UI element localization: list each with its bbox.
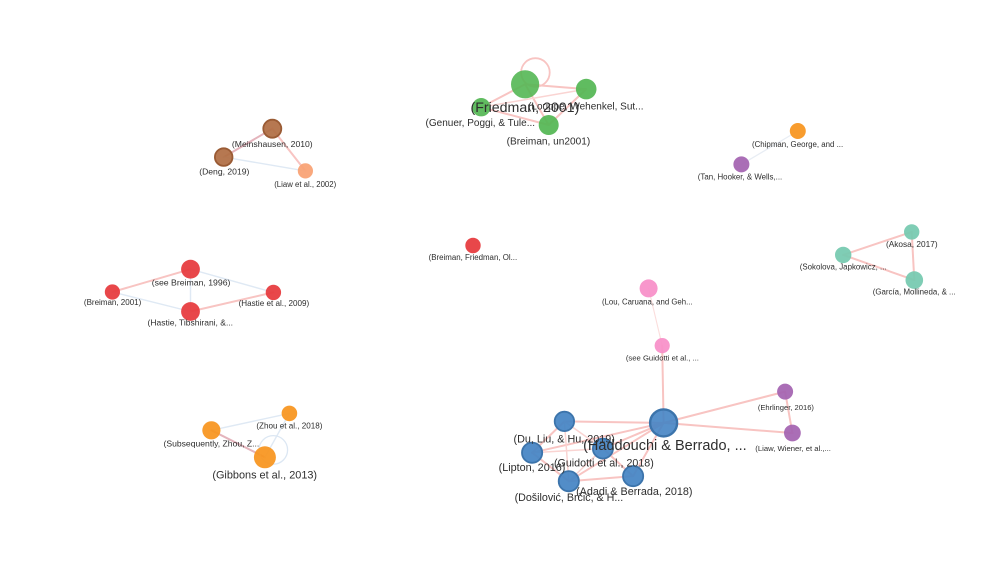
svg-text:(Breiman, un2001): (Breiman, un2001) bbox=[507, 136, 591, 147]
svg-text:(Došilović, Brčić, & H...: (Došilović, Brčić, & H... bbox=[515, 492, 624, 504]
svg-text:(García, Mollineda, & ...: (García, Mollineda, & ... bbox=[873, 288, 956, 297]
svg-text:(Du, Liu, & Hu, 2019): (Du, Liu, & Hu, 2019) bbox=[513, 434, 614, 446]
svg-text:(see Guidotti et al., ...: (see Guidotti et al., ... bbox=[626, 353, 699, 362]
svg-text:(Breiman, Friedman, Ol...: (Breiman, Friedman, Ol... bbox=[429, 253, 518, 262]
svg-text:(Genuer, Poggi, & Tule...: (Genuer, Poggi, & Tule... bbox=[426, 118, 536, 129]
svg-text:(Meinshausen, 2010): (Meinshausen, 2010) bbox=[232, 139, 313, 149]
svg-text:(Gibbons et al., 2013): (Gibbons et al., 2013) bbox=[212, 469, 317, 481]
svg-text:(Guidotti et al., 2018): (Guidotti et al., 2018) bbox=[554, 457, 654, 469]
svg-text:(Subsequently, Zhou, Z...: (Subsequently, Zhou, Z... bbox=[163, 439, 259, 449]
svg-text:(Deng, 2019): (Deng, 2019) bbox=[199, 167, 249, 177]
svg-text:(Breiman, 2001): (Breiman, 2001) bbox=[84, 298, 142, 307]
svg-text:(see Breiman, 1996): (see Breiman, 1996) bbox=[152, 277, 231, 287]
svg-text:(Sokolova, Japkowicz, ...: (Sokolova, Japkowicz, ... bbox=[800, 262, 887, 271]
svg-text:(Chipman, George, and ...: (Chipman, George, and ... bbox=[752, 140, 843, 149]
svg-text:(Tan, Hooker, & Wells,...: (Tan, Hooker, & Wells,... bbox=[698, 173, 783, 182]
svg-text:(Haddouchi & Berrado, ...: (Haddouchi & Berrado, ... bbox=[583, 438, 747, 454]
svg-text:(Hastie et al., 2009): (Hastie et al., 2009) bbox=[239, 299, 310, 308]
svg-text:(Lipton, 2016): (Lipton, 2016) bbox=[499, 462, 566, 474]
svg-text:(Akosa, 2017): (Akosa, 2017) bbox=[886, 239, 938, 249]
svg-text:(Liaw, Wiener, et al.,...: (Liaw, Wiener, et al.,... bbox=[755, 444, 831, 453]
svg-text:(Louppe, Wehenkel, Sut...: (Louppe, Wehenkel, Sut... bbox=[528, 102, 643, 113]
svg-text:(Adadi & Berrada, 2018): (Adadi & Berrada, 2018) bbox=[576, 486, 692, 498]
svg-text:(Lou, Caruana, and Geh...: (Lou, Caruana, and Geh... bbox=[602, 297, 693, 306]
svg-text:(Zhou et al., 2018): (Zhou et al., 2018) bbox=[256, 422, 322, 431]
svg-text:(Hastie, Tibshirani, &...: (Hastie, Tibshirani, &... bbox=[148, 317, 234, 327]
svg-text:(Liaw et al., 2002): (Liaw et al., 2002) bbox=[274, 180, 336, 189]
svg-text:(Ehrlinger, 2016): (Ehrlinger, 2016) bbox=[758, 403, 815, 412]
svg-text:(Friedman, 2001): (Friedman, 2001) bbox=[470, 100, 579, 116]
